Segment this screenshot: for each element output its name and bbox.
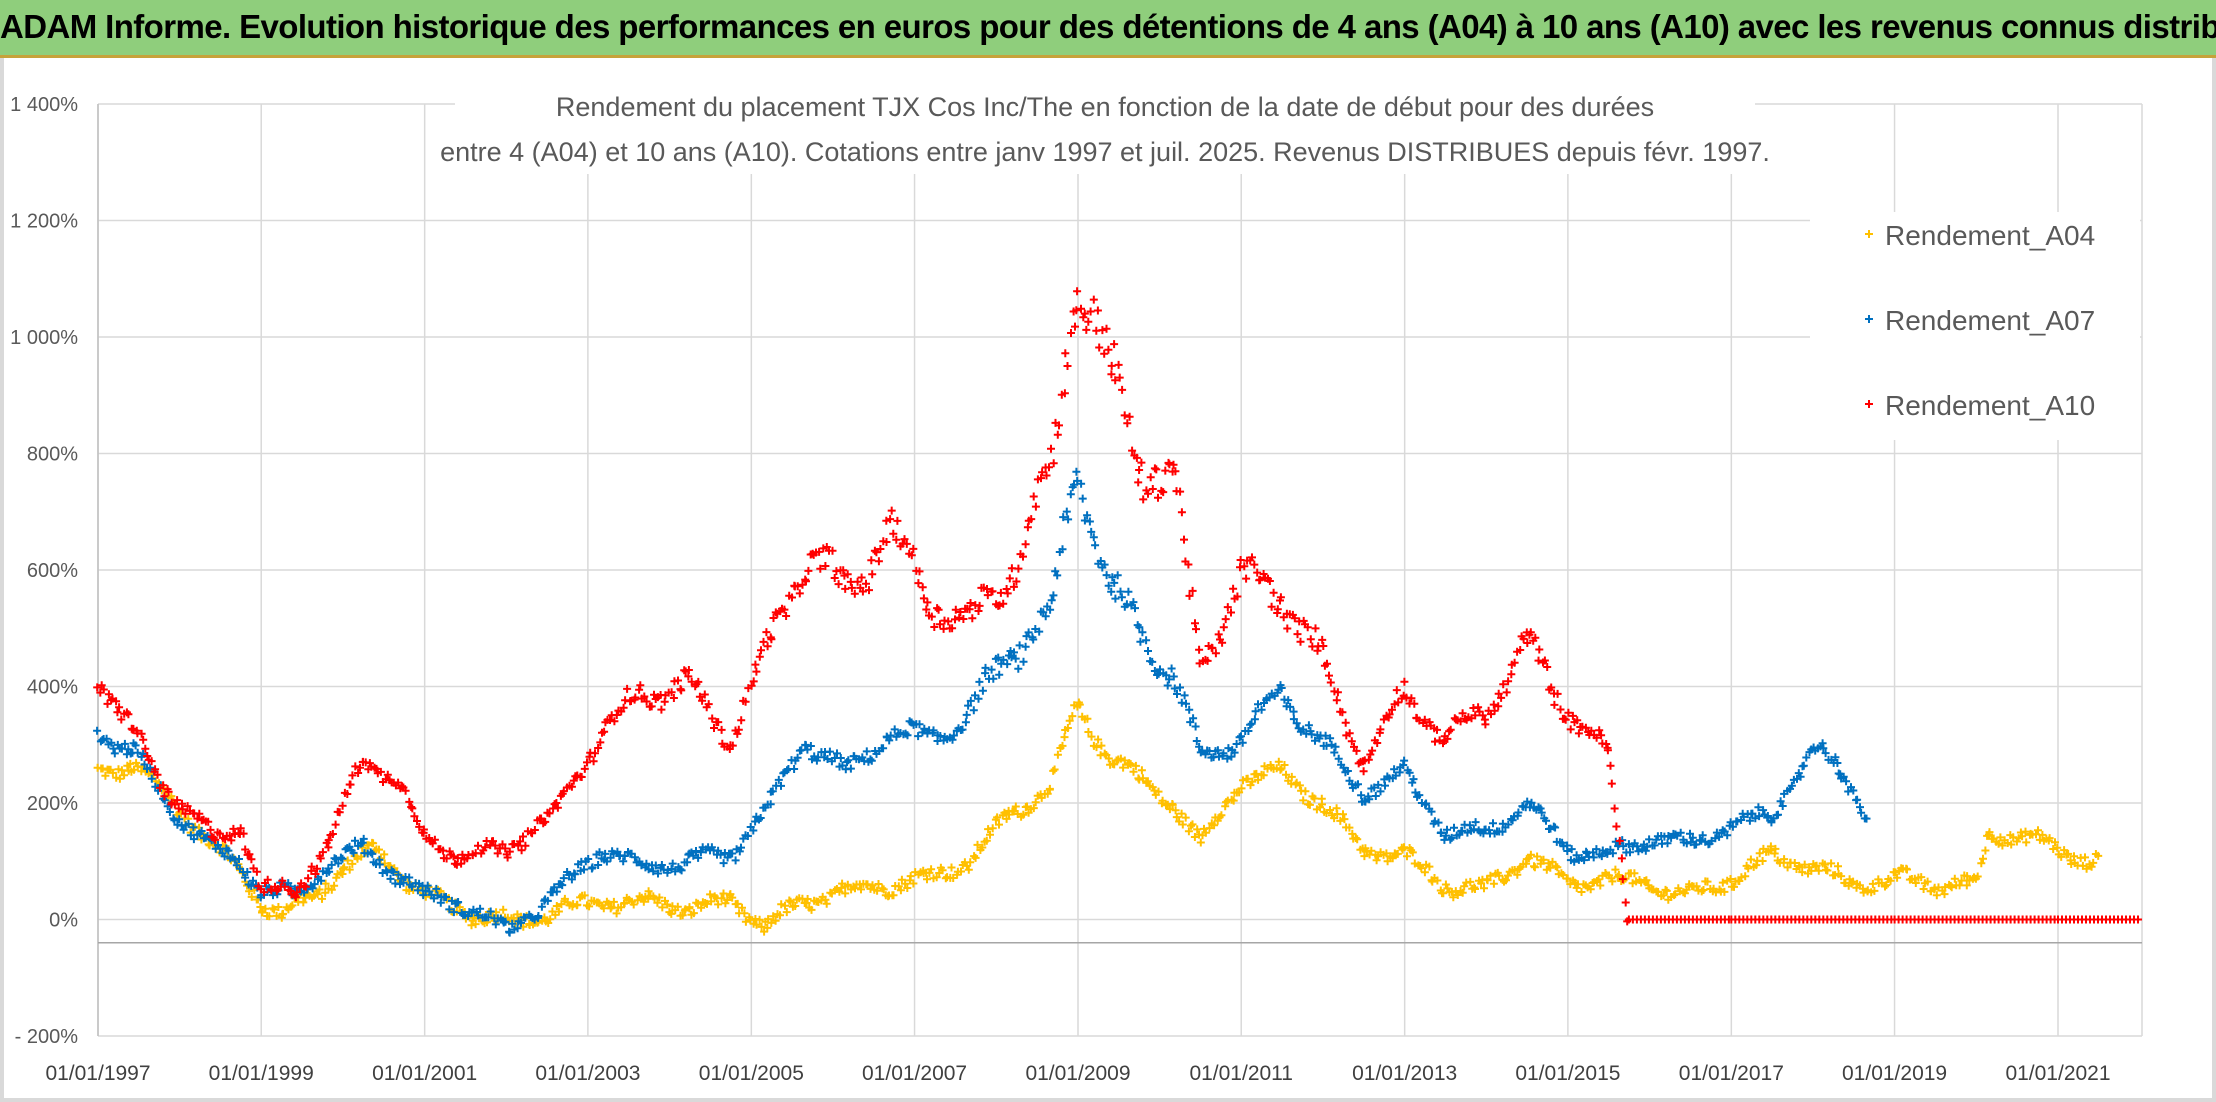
y-tick-label: 600% bbox=[27, 560, 78, 582]
series-Rendement_A07 bbox=[93, 467, 1871, 937]
x-tick-label: 01/01/2003 bbox=[535, 1062, 640, 1085]
x-tick-label: 01/01/2015 bbox=[1515, 1062, 1620, 1085]
series-Rendement_A04 bbox=[93, 698, 2103, 936]
x-tick-label: 01/01/2021 bbox=[2005, 1062, 2110, 1085]
y-tick-label: 200% bbox=[27, 793, 78, 815]
legend-marker bbox=[1865, 400, 1873, 408]
chart-title-line1: Rendement du placement TJX Cos Inc/The e… bbox=[556, 92, 1654, 122]
x-tick-label: 01/01/2019 bbox=[1842, 1062, 1947, 1085]
x-tick-label: 01/01/2017 bbox=[1679, 1062, 1784, 1085]
legend-background bbox=[1810, 212, 2140, 440]
legend-item: Rendement_A07 bbox=[1865, 305, 2095, 336]
legend-marker bbox=[1865, 315, 1873, 323]
series-markers bbox=[93, 698, 2103, 936]
y-tick-label: 1 000% bbox=[10, 327, 78, 349]
x-tick-label: 01/01/2001 bbox=[372, 1062, 477, 1085]
series-layer bbox=[93, 287, 2142, 937]
x-tick-label: 01/01/2005 bbox=[699, 1062, 804, 1085]
legend-label: Rendement_A07 bbox=[1885, 305, 2095, 336]
chart-title-line2: entre 4 (A04) et 10 ans (A10). Cotations… bbox=[440, 137, 1770, 167]
x-axis-tick-labels: 01/01/1997 01/01/1999 01/01/2001 01/01/2003… bbox=[45, 1062, 2110, 1085]
title-banner: ADAM Informe. Evolution historique des p… bbox=[0, 0, 2216, 58]
y-tick-label: 1 200% bbox=[10, 211, 78, 233]
legend-marker bbox=[1865, 230, 1873, 238]
series-Rendement_A10 bbox=[93, 287, 2142, 926]
chart-title-background bbox=[455, 82, 1755, 174]
x-tick-label: 01/01/2013 bbox=[1352, 1062, 1457, 1085]
legend-item: Rendement_A10 bbox=[1865, 390, 2095, 421]
x-tick-label: 01/01/1997 bbox=[45, 1062, 150, 1085]
series-markers bbox=[93, 467, 1871, 937]
y-tick-label: - 200% bbox=[15, 1026, 79, 1048]
x-tick-label: 01/01/1999 bbox=[209, 1062, 314, 1085]
y-tick-label: 1 400% bbox=[10, 94, 78, 116]
y-tick-label: 0% bbox=[49, 910, 78, 932]
legend-label: Rendement_A04 bbox=[1885, 220, 2095, 251]
x-tick-label: 01/01/2007 bbox=[862, 1062, 967, 1085]
legend: Rendement_A04 Rendement_A07 Rendement_A10 bbox=[1810, 212, 2140, 440]
y-tick-label: 400% bbox=[27, 677, 78, 699]
x-tick-label: 01/01/2009 bbox=[1025, 1062, 1130, 1085]
series-markers bbox=[93, 287, 2142, 926]
y-axis-tick-labels: - 200% 0% 200% 400% 600% 800% 1 000% 1 200% 1 40… bbox=[10, 94, 78, 1048]
x-tick-label: 01/01/2011 bbox=[1189, 1062, 1293, 1085]
legend-label: Rendement_A10 bbox=[1885, 390, 2095, 421]
y-tick-label: 800% bbox=[27, 444, 78, 466]
legend-item: Rendement_A04 bbox=[1865, 220, 2095, 251]
banner-title: ADAM Informe. Evolution historique des p… bbox=[0, 8, 2216, 45]
